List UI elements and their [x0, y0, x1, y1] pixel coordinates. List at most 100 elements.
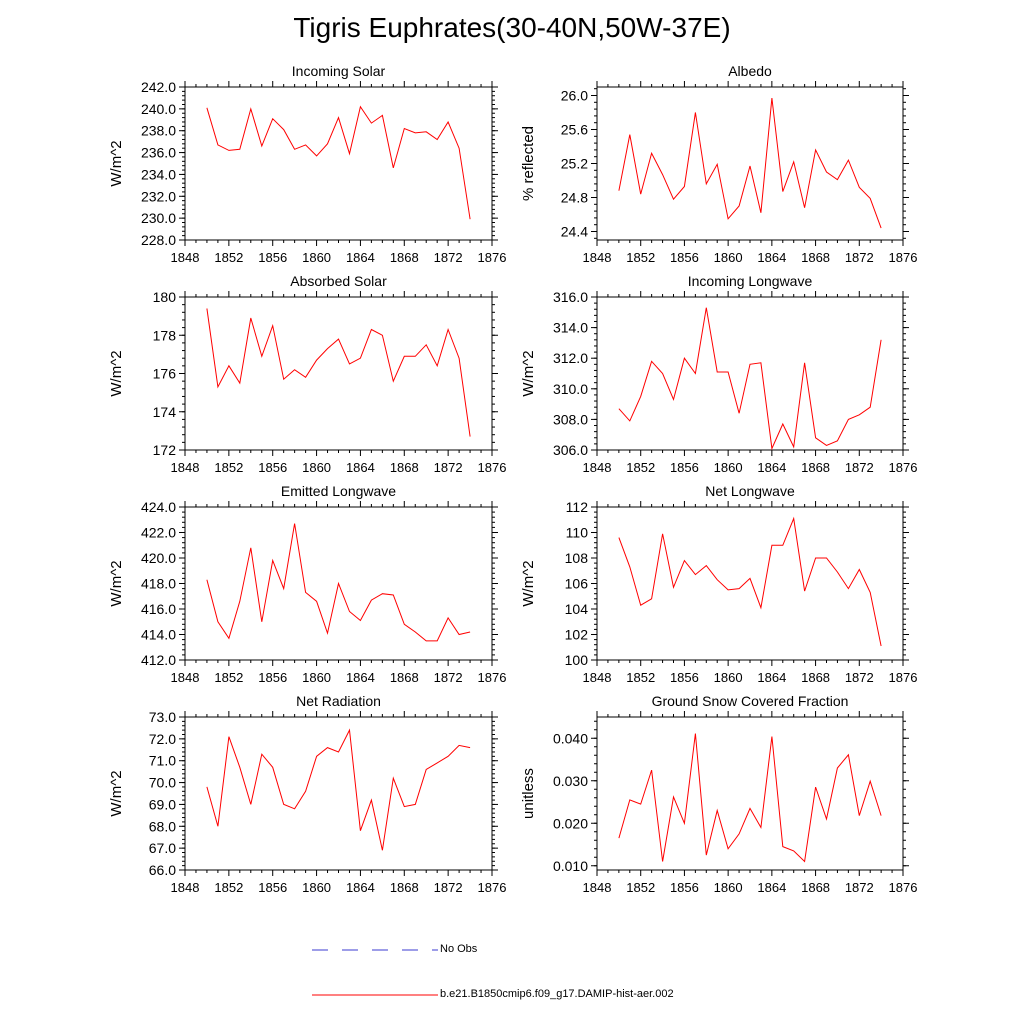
series-line: [206, 105, 471, 220]
panel-title: Absorbed Solar: [290, 273, 387, 289]
plot-frame: [596, 716, 904, 871]
x-tick-label: 1852: [626, 460, 655, 475]
y-tick-label: 102: [565, 627, 589, 643]
y-tick-label: 236.0: [141, 145, 176, 161]
y-tick-label: 420.0: [141, 550, 176, 566]
y-tick-label: 25.6: [561, 122, 588, 138]
x-tick-label: 1868: [801, 250, 830, 265]
x-tick-label: 1856: [258, 250, 287, 265]
x-tick-label: 1876: [478, 250, 507, 265]
y-tick-label: 24.8: [561, 190, 588, 206]
x-tick-label: 1864: [757, 460, 786, 475]
figure-title: Tigris Euphrates(30-40N,50W-37E): [293, 12, 731, 43]
x-tick-label: 1860: [302, 880, 331, 895]
y-tick-label: 240.0: [141, 101, 176, 117]
x-tick-label: 1856: [670, 460, 699, 475]
x-tick-label: 1852: [214, 880, 243, 895]
x-tick-label: 1872: [434, 880, 463, 895]
chart-panel: 1848 1852 1856 1860 1864 1868 1872 1876 66.0 67.0…: [108, 693, 506, 895]
y-tick-label: 172: [153, 442, 177, 458]
series-line: [618, 516, 882, 647]
x-tick-label: 1864: [346, 460, 375, 475]
x-tick-label: 1872: [434, 460, 463, 475]
x-tick-label: 1868: [801, 460, 830, 475]
x-tick-label: 1860: [302, 460, 331, 475]
y-tick-label: 24.4: [561, 224, 588, 240]
y-axis-label: W/m^2: [108, 140, 125, 186]
chart-panel: 1848 1852 1856 1860 1864 1868 1872 1876 24.4 24.8…: [520, 63, 917, 265]
y-tick-label: 70.0: [149, 775, 176, 791]
x-tick-label: 1876: [478, 670, 507, 685]
series-line: [206, 523, 471, 642]
chart-panel: 1848 1852 1856 1860 1864 1868 1872 1876 412.0 414…: [108, 483, 506, 685]
chart-panel: 1848 1852 1856 1860 1864 1868 1872 1876 228.0 230…: [108, 63, 506, 265]
x-tick-label: 1876: [889, 460, 918, 475]
y-tick-label: 68.0: [149, 818, 176, 834]
y-tick-label: 412.0: [141, 652, 176, 668]
x-tick-label: 1872: [434, 670, 463, 685]
y-tick-label: 306.0: [553, 442, 588, 458]
y-tick-label: 100: [565, 652, 589, 668]
y-tick-label: 0.020: [553, 815, 588, 831]
y-tick-label: 69.0: [149, 796, 176, 812]
y-tick-label: 72.0: [149, 731, 176, 747]
panel-title: Incoming Longwave: [688, 273, 813, 289]
y-tick-label: 418.0: [141, 576, 176, 592]
x-tick-label: 1860: [302, 250, 331, 265]
y-axis-label: W/m^2: [108, 560, 125, 606]
chart-panel: 1848 1852 1856 1860 1864 1868 1872 1876 0.010 0.0…: [520, 693, 917, 895]
y-tick-label: 112: [566, 499, 589, 515]
series-line: [618, 307, 882, 451]
x-tick-label: 1852: [214, 250, 243, 265]
series-line: [618, 733, 882, 863]
x-tick-label: 1876: [478, 880, 507, 895]
y-tick-label: 232.0: [141, 188, 176, 204]
series-line: [618, 98, 882, 229]
y-axis-label: W/m^2: [520, 560, 537, 606]
y-tick-label: 242.0: [141, 79, 176, 95]
plot-frame: [596, 296, 904, 451]
x-tick-label: 1848: [583, 460, 612, 475]
x-tick-label: 1848: [171, 250, 200, 265]
y-tick-label: 26.0: [561, 88, 588, 104]
y-axis-label: W/m^2: [108, 350, 125, 396]
x-tick-label: 1860: [714, 880, 743, 895]
x-tick-label: 1856: [670, 670, 699, 685]
x-tick-label: 1876: [478, 460, 507, 475]
panel-title: Net Radiation: [296, 693, 381, 709]
x-tick-label: 1872: [845, 250, 874, 265]
series-line: [206, 728, 471, 851]
x-tick-label: 1860: [302, 670, 331, 685]
x-tick-label: 1872: [845, 880, 874, 895]
y-tick-label: 0.010: [553, 858, 588, 874]
y-tick-label: 316.0: [553, 289, 588, 305]
x-tick-label: 1856: [258, 880, 287, 895]
x-tick-label: 1876: [889, 880, 918, 895]
y-tick-label: 106: [565, 576, 589, 592]
x-tick-label: 1876: [889, 250, 918, 265]
x-tick-label: 1856: [258, 460, 287, 475]
y-tick-label: 66.0: [149, 862, 176, 878]
y-tick-label: 234.0: [141, 166, 176, 182]
x-tick-label: 1868: [390, 460, 419, 475]
x-tick-label: 1852: [214, 670, 243, 685]
panel-title: Albedo: [728, 63, 772, 79]
y-tick-label: 424.0: [141, 499, 176, 515]
x-tick-label: 1848: [583, 670, 612, 685]
legend-label-no-obs: No Obs: [440, 943, 478, 955]
y-tick-label: 310.0: [553, 381, 588, 397]
x-tick-label: 1864: [757, 250, 786, 265]
x-tick-label: 1872: [434, 250, 463, 265]
chart-panel: 1848 1852 1856 1860 1864 1868 1872 1876 100 102 10…: [520, 483, 917, 685]
x-tick-label: 1868: [390, 250, 419, 265]
x-tick-label: 1868: [390, 670, 419, 685]
y-tick-label: 25.2: [561, 156, 588, 172]
y-tick-label: 110: [566, 525, 589, 541]
y-tick-label: 174: [153, 404, 177, 420]
x-tick-label: 1856: [670, 880, 699, 895]
plot-frame: [596, 86, 904, 241]
x-tick-label: 1848: [171, 670, 200, 685]
y-tick-label: 176: [153, 366, 177, 382]
y-tick-label: 422.0: [141, 525, 176, 541]
